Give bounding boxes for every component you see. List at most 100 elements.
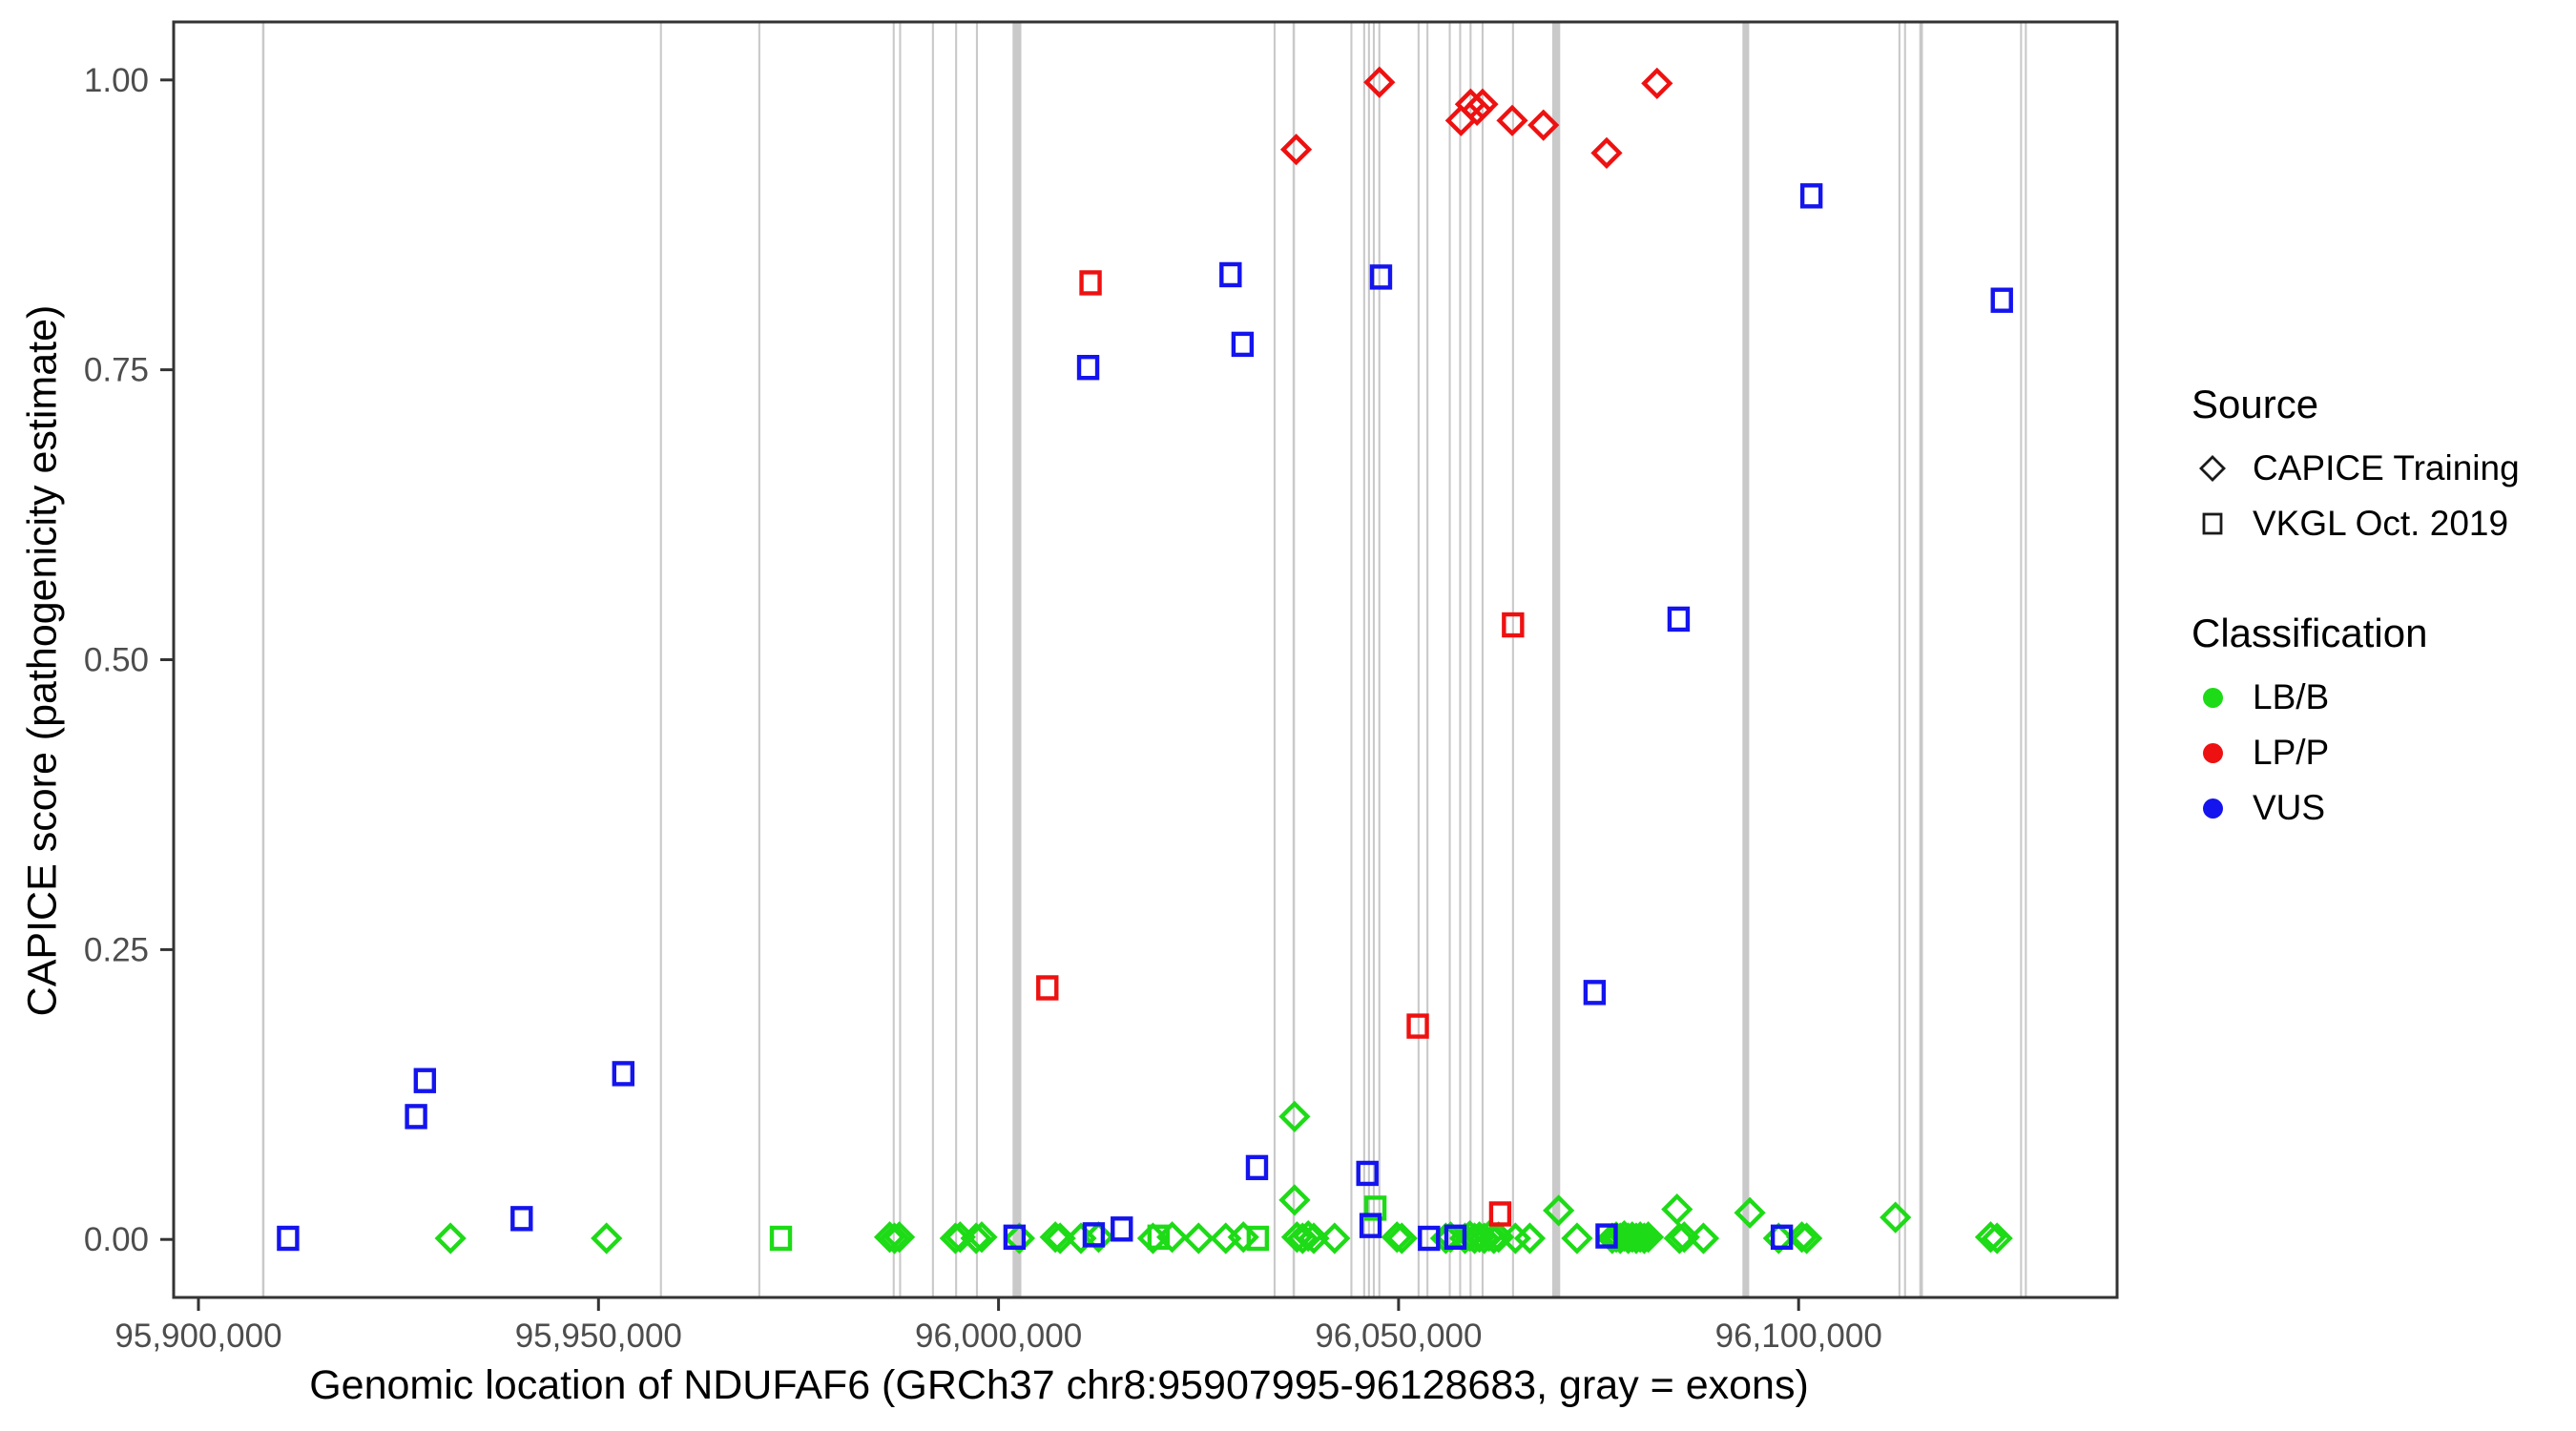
exon-band [1367,22,1370,1297]
data-point-diamond [1286,1222,1319,1255]
y-axis-title: CAPICE score (pathogenicity estimate) [19,304,66,1017]
legend-source-title: Source [2192,382,2319,426]
x-tick-label: 95,950,000 [515,1317,682,1355]
data-point-diamond [1478,1222,1510,1255]
legend-item-label: LP/P [2253,733,2330,772]
data-point-diamond [1385,1222,1418,1255]
data-point-square [612,1061,635,1087]
data-point-square [1111,1216,1133,1242]
legend-item-label: LB/B [2253,677,2330,716]
exon-band [1292,22,1296,1297]
axis-ticks-layer: 95,900,000 95,950,000 96,000,000 96,050,000… [84,62,1882,1355]
y-tick-label: 1.00 [84,62,149,99]
legend-item-vus: VUS [2192,780,2427,836]
exon-band [1469,22,1472,1297]
exon-band [1426,22,1429,1297]
x-tick-label: 95,900,000 [114,1317,281,1355]
legend-source: Source CAPICE Training VKGL Oct. 2019 [2192,382,2520,551]
data-point-diamond [1003,1222,1036,1255]
data-point-square [1990,287,2013,313]
blue-dot-icon [2192,787,2233,829]
data-point-square [1147,1224,1171,1250]
exon-band [899,22,902,1297]
exon-band [2025,22,2027,1297]
data-point-diamond [1631,1221,1665,1254]
legend-item-lbb: LB/B [2192,670,2427,725]
data-point-diamond [1687,1222,1720,1255]
data-point-diamond [1527,109,1560,141]
data-point-diamond [1210,1222,1242,1255]
data-point-diamond [878,1222,911,1255]
exon-band [1362,22,1365,1297]
data-point-square [510,1206,533,1232]
data-point-diamond [434,1222,467,1255]
data-point-diamond [1762,1222,1795,1255]
exon-band [1459,22,1462,1297]
data-point-square [1003,1224,1027,1250]
red-dot-icon [2192,732,2233,774]
data-point-square [1369,264,1393,290]
data-point-diamond [1155,1221,1189,1254]
data-point-diamond [1974,1221,2007,1254]
data-point-square [1770,1224,1794,1250]
data-point-diamond [1661,1193,1693,1226]
data-point-diamond [873,1221,906,1254]
data-point-diamond [1082,1221,1115,1254]
exon-band [1511,22,1514,1297]
data-point-diamond [966,1221,998,1254]
x-tick-label: 96,000,000 [915,1317,1082,1355]
exon-band [1378,22,1381,1297]
exon-band [1273,22,1276,1297]
data-point-diamond [1663,1222,1695,1255]
exon-band [1372,22,1375,1297]
exon-bands-layer [261,22,2027,1297]
data-point-diamond [1880,1201,1912,1234]
data-point-square [1246,1225,1270,1252]
data-point-square [1363,1195,1387,1221]
exon-band [892,22,895,1297]
data-point-square [1488,1201,1512,1227]
data-point-square [1359,1213,1382,1238]
legend-classification-title: Classification [2192,611,2428,655]
exon-band [1350,22,1353,1297]
data-point-diamond [1641,67,1673,100]
legend-item-label: VKGL Oct. 2019 [2253,504,2509,543]
data-point-square [1231,331,1255,358]
data-point-square [1583,980,1607,1006]
data-point-square [1595,1223,1618,1249]
data-point-diamond [1044,1222,1076,1255]
data-point-diamond [1466,88,1499,120]
exon-band [1448,22,1451,1297]
data-point-diamond [1227,1221,1259,1254]
data-point-square [1356,1160,1379,1187]
data-point-diamond [1278,1184,1311,1216]
data-point-diamond [1039,1221,1071,1254]
data-point-diamond [1590,136,1623,169]
data-point-square [1667,606,1691,633]
data-point-diamond [1785,1221,1818,1254]
data-point-diamond [1381,1221,1413,1254]
exon-band [1012,22,1022,1297]
data-point-square [1418,1225,1441,1252]
data-point-diamond [1182,1222,1215,1255]
exon-band [1919,22,1923,1297]
data-point-diamond [1791,1222,1823,1255]
data-point-square [1219,261,1242,288]
plot-panel-border [172,20,2119,1299]
data-point-diamond [883,1221,916,1254]
data-point-diamond [1278,1100,1311,1133]
data-point-diamond [1363,66,1396,98]
exon-band [1417,22,1420,1297]
data-point-diamond [1513,1222,1547,1255]
legend-item-lpp: LP/P [2192,725,2427,780]
data-point-square [1502,612,1525,638]
legend-classification: Classification LB/B LP/P VUS [2192,611,2427,836]
data-point-diamond [1543,1194,1575,1227]
data-point-square [1076,355,1100,381]
data-point-square [1036,975,1059,1001]
data-point-square [1079,270,1102,296]
legend-item-label: VUS [2253,788,2326,827]
exon-band [1742,22,1750,1297]
exon-band [931,22,934,1297]
data-point-square [1799,183,1823,209]
